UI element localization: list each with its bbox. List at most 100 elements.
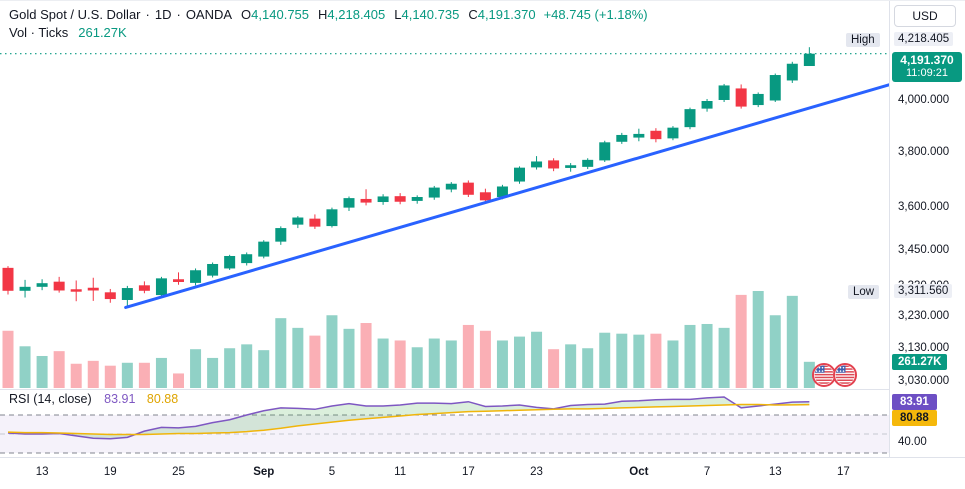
- candle-body: [19, 286, 31, 291]
- volume-indicator-value: 261.27K: [78, 25, 127, 40]
- volume-bar: [565, 344, 577, 388]
- candle-body: [241, 254, 253, 264]
- volume-bar: [173, 373, 184, 388]
- volume-bar: [2, 330, 14, 388]
- volume-bar: [428, 338, 440, 388]
- candle-body: [104, 292, 116, 300]
- close-value: 4,191.370: [477, 7, 536, 22]
- trendline-drawing[interactable]: [124, 83, 891, 309]
- candle-body: [70, 289, 82, 292]
- candle-body: [769, 75, 781, 101]
- volume-bar: [121, 362, 133, 388]
- volume-bar: [650, 333, 662, 388]
- close-label: C: [468, 7, 478, 22]
- exchange-label[interactable]: OANDA: [185, 7, 233, 22]
- rsi-indicator-label[interactable]: RSI (14, close): [9, 392, 92, 406]
- time-axis[interactable]: 13 19 25 Sep 5 11 17 23 Oct 7 13 17: [0, 457, 965, 489]
- time-axis-label: Sep: [253, 466, 275, 478]
- candle-body: [599, 142, 611, 161]
- candle-body: [394, 196, 406, 202]
- price-tick-label: 3,130.000: [898, 342, 950, 355]
- volume-bar: [241, 344, 253, 388]
- volume-bar: [411, 347, 423, 388]
- rsi-tick-label: 40.00: [898, 436, 927, 448]
- us-flag-event-icon[interactable]: [812, 363, 836, 387]
- time-axis-label: 17: [837, 466, 850, 478]
- us-flag-art: [814, 365, 834, 384]
- volume-bar: [462, 324, 474, 388]
- volume-bar: [514, 336, 525, 388]
- candle-body: [752, 93, 764, 106]
- symbol-title[interactable]: Gold Spot / U.S. Dollar: [9, 7, 141, 22]
- volume-bar: [70, 363, 82, 388]
- low-label: L: [394, 7, 402, 22]
- bar-countdown: 11:09:21: [905, 67, 948, 79]
- candle-body: [326, 209, 338, 227]
- candle-body: [275, 228, 287, 242]
- price-tick-label: 3,030.000: [898, 375, 950, 388]
- time-axis-label: 7: [703, 466, 711, 478]
- candle-body: [582, 159, 594, 167]
- candle-body: [735, 88, 747, 107]
- volume-bar: [479, 330, 491, 388]
- volume-bar: [87, 360, 99, 388]
- legend-separator: ·: [176, 7, 181, 22]
- volume-bar: [326, 315, 338, 388]
- volume-badge: 261.27K: [892, 354, 948, 370]
- candle-body: [292, 217, 304, 225]
- candle-body: [53, 281, 65, 291]
- rsi-value-badge: 83.91: [892, 394, 937, 410]
- rsi-ma-value: 80.88: [146, 392, 179, 406]
- volume-bar: [531, 331, 543, 388]
- low-marker-label: Low: [848, 285, 880, 299]
- rsi-value: 83.91: [104, 392, 136, 406]
- volume-bar: [309, 335, 321, 388]
- volume-bar: [582, 348, 594, 388]
- us-flag-event-icon[interactable]: [833, 363, 857, 387]
- symbol-legend: Gold Spot / U.S. Dollar · 1D · OANDA O 4…: [9, 6, 648, 42]
- volume-bar: [292, 327, 304, 388]
- candle-body: [548, 160, 560, 169]
- interval-label[interactable]: 1D: [154, 7, 172, 22]
- time-axis-label: 23: [530, 466, 543, 478]
- legend-separator: ·: [145, 7, 150, 22]
- time-axis-label: Oct: [629, 466, 649, 478]
- volume-bar: [684, 324, 696, 388]
- candle-body: [190, 270, 202, 283]
- candle-body: [786, 63, 798, 81]
- candle-body: [684, 109, 696, 128]
- candle-body: [803, 53, 815, 67]
- rsi-ma-line: [7, 403, 810, 436]
- volume-bar: [138, 362, 150, 388]
- volume-bar: [445, 340, 457, 388]
- rsi-legend: RSI (14, close) 83.91 80.88: [9, 392, 178, 406]
- candles: [2, 47, 815, 306]
- volume-bar: [224, 348, 236, 388]
- time-axis-label: 17: [461, 466, 475, 478]
- volume-bar: [155, 357, 167, 388]
- price-tick-label: 3,450.000: [898, 243, 950, 256]
- price-axis[interactable]: USD 4,218.405 3,311.560 4,191.370 11:09:…: [889, 1, 965, 457]
- volume-bar: [394, 340, 406, 388]
- candle-body: [309, 218, 321, 227]
- volume-bar: [496, 340, 508, 388]
- volume-bar: [343, 328, 355, 388]
- volume-bar: [207, 357, 219, 388]
- volume-bar: [258, 350, 270, 388]
- time-axis-label: 5: [328, 466, 336, 478]
- candle-body: [224, 255, 236, 269]
- time-axis-label: 25: [172, 466, 185, 478]
- open-value: 4,140.755: [251, 7, 310, 22]
- candle-body: [428, 187, 440, 198]
- currency-toggle-button[interactable]: USD: [894, 5, 956, 27]
- candle-body: [701, 101, 713, 109]
- rsi-line: [7, 396, 810, 440]
- volume-bar: [752, 291, 764, 388]
- volume-bars: [2, 291, 815, 388]
- volume-indicator-label[interactable]: Vol · Ticks: [9, 25, 69, 40]
- volume-bar: [735, 294, 747, 388]
- volume-bar: [701, 323, 713, 388]
- candle-body: [36, 283, 48, 287]
